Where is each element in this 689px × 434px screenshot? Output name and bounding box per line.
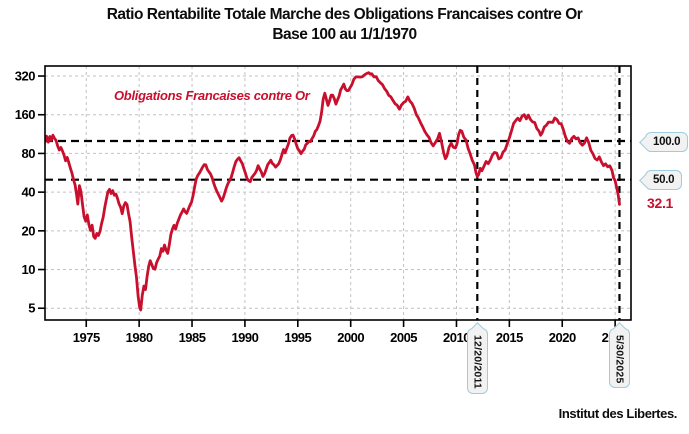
svg-text:2015: 2015: [496, 330, 523, 345]
svg-text:2005: 2005: [390, 330, 417, 345]
chart-title: Ratio Rentabilite Totale Marche des Obli…: [0, 5, 689, 45]
svg-text:320: 320: [15, 69, 35, 84]
reference-lines-vertical: [476, 66, 621, 320]
credit-text: Institut des Libertes.: [558, 406, 678, 421]
reference-lines-horizontal: [45, 139, 631, 181]
svg-text:10: 10: [22, 262, 36, 277]
date-callout-2011: 12/20/2011: [467, 328, 488, 394]
svg-text:1995: 1995: [284, 330, 311, 345]
date-callout-2011-label: 12/20/2011: [471, 335, 484, 389]
svg-text:2010: 2010: [443, 330, 470, 345]
date-callout-2025-label: 5/30/2025: [613, 335, 626, 384]
last-value-label: 32.1: [647, 195, 674, 211]
svg-text:80: 80: [22, 146, 36, 161]
svg-text:5: 5: [28, 301, 35, 316]
series-label: Obligations Francaises contre Or: [114, 88, 310, 103]
svg-text:160: 160: [15, 107, 35, 122]
ref-line-100-label: 100.0: [653, 136, 681, 148]
chart-title-line1: Ratio Rentabilite Totale Marche des Obli…: [106, 6, 583, 23]
x-axis-labels: 1975 1980 1985 1990 1995 2000 2005 2010 2015 2020…: [73, 330, 630, 345]
svg-text:1985: 1985: [179, 330, 206, 345]
axis-ticks: [38, 75, 616, 327]
svg-text:1975: 1975: [73, 330, 100, 345]
svg-text:1990: 1990: [231, 330, 258, 345]
ref-line-50-callout: 50.0: [645, 170, 683, 190]
svg-text:20: 20: [22, 223, 36, 238]
ref-line-100-callout: 100.0: [645, 132, 689, 152]
ref-line-50-label: 50.0: [653, 174, 675, 186]
svg-text:40: 40: [22, 185, 36, 200]
svg-text:1980: 1980: [126, 330, 153, 345]
svg-text:2020: 2020: [549, 330, 576, 345]
gridlines: [45, 66, 631, 320]
chart-title-line2: Base 100 au 1/1/1970: [272, 26, 417, 43]
svg-text:2000: 2000: [337, 330, 364, 345]
date-callout-2025: 5/30/2025: [609, 328, 630, 388]
y-axis-labels: 320 160 80 40 20 10 5: [15, 69, 36, 316]
series-obligations-contre-or: [45, 71, 621, 312]
plot-border: [44, 65, 632, 321]
